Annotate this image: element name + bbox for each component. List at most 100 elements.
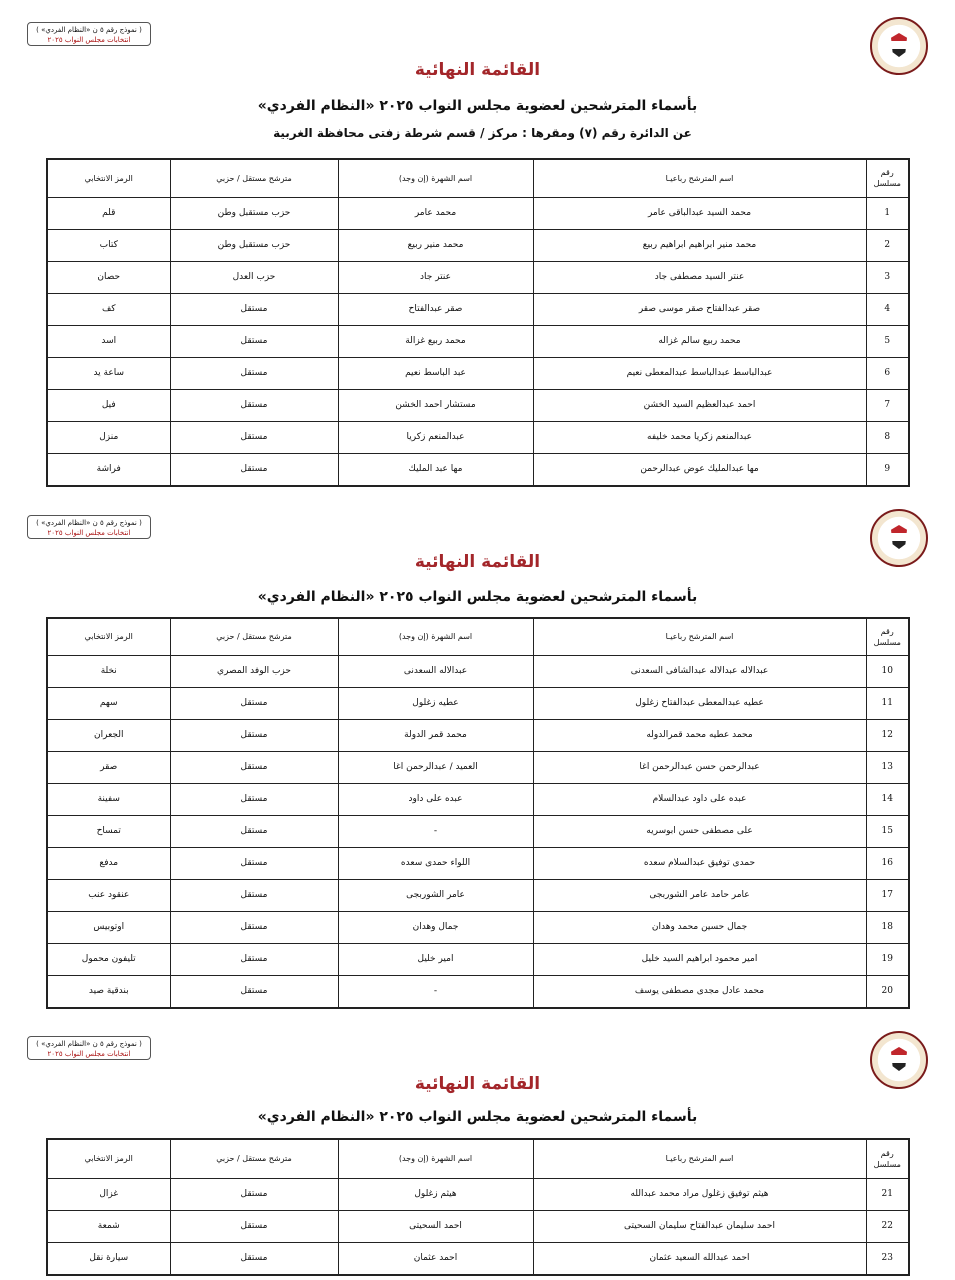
district-line: عن الدائرة رقم (٧) ومقرها : مركز / قسم ش… xyxy=(273,126,692,140)
table-row: 13 عبدالرحمن حسن عبدالرحمن اغا العميد / عب… xyxy=(46,750,910,784)
cell-num: 19 xyxy=(865,942,910,976)
cell-nickname: صقر عبدالفتاح xyxy=(337,292,534,326)
cell-nickname: محمد منير ربيع xyxy=(337,228,534,262)
table-row: 9 مها عبدالمليك عوض عبدالرحمن مها عبد المل… xyxy=(46,452,910,486)
cell-num: 5 xyxy=(865,324,910,358)
cell-num: 4 xyxy=(865,292,910,326)
column-header-name: اسم المترشح رباعيـا xyxy=(532,617,867,656)
cell-type: مستقل xyxy=(169,452,339,486)
cell-num: 11 xyxy=(865,686,910,720)
cell-num: 13 xyxy=(865,750,910,784)
cell-symbol: سيارة نقل xyxy=(46,1241,171,1275)
cell-type: مستقل xyxy=(169,324,339,358)
cell-symbol: مدفع xyxy=(46,846,171,880)
column-header-num: رقم مسلسل xyxy=(865,617,910,656)
column-header-nickname: اسم الشهرة (إن وجد) xyxy=(337,158,534,198)
cell-nickname: عبد الباسط نعيم xyxy=(337,356,534,390)
cell-type: مستقل xyxy=(169,974,339,1008)
column-header-num: رقم مسلسل xyxy=(865,1138,910,1179)
cell-nickname: جمال وهدان xyxy=(337,910,534,944)
stamp-line1: ( نموذج رقم ٥ ن «النظام الفردي» ) xyxy=(36,1040,142,1048)
column-header-name: اسم المترشح رباعيـا xyxy=(532,158,867,198)
cell-nickname: عبده على داود xyxy=(337,782,534,816)
cell-type: مستقل xyxy=(169,388,339,422)
table-row: 20 محمد عادل مجدى مصطفى يوسف - مستقل بندقية … xyxy=(46,974,910,1008)
table-row: 10 عبدالاله عبدالاله عبدالشافى السعدنى عبد… xyxy=(46,654,910,688)
cell-name: عطيه عبدالمعطى عبدالفتاح زغلول xyxy=(532,686,867,720)
table-row: 14 عبده على داود عبدالسلام عبده على داود مس… xyxy=(46,782,910,816)
cell-type: مستقل xyxy=(169,846,339,880)
cell-type: مستقل xyxy=(169,750,339,784)
cell-type: مستقل xyxy=(169,1177,339,1211)
cell-nickname: عبدالمنعم زكريا xyxy=(337,420,534,454)
cell-symbol: شمعة xyxy=(46,1209,171,1243)
page-subtitle: بأسماء المترشحين لعضوية مجلس النواب ٢٠٢٥… xyxy=(257,98,698,114)
cell-symbol: اوتوبيس xyxy=(46,910,171,944)
cell-type: حزب العدل xyxy=(169,260,339,294)
column-header-symbol: الرمز الانتخابي xyxy=(46,617,171,656)
cell-name: عبدالرحمن حسن عبدالرحمن اغا xyxy=(532,750,867,784)
cell-type: مستقل xyxy=(169,878,339,912)
cell-name: عبده على داود عبدالسلام xyxy=(532,782,867,816)
cell-symbol: فيل xyxy=(46,388,171,422)
cell-type: مستقل xyxy=(169,718,339,752)
stamp-line1: ( نموذج رقم ٥ ن «النظام الفردي» ) xyxy=(36,519,142,527)
table-row: 15 على مصطفى حسن ابوسريه - مستقل تمساح xyxy=(46,814,910,848)
column-header-type: مترشح مستقل / حزبي xyxy=(169,617,339,656)
table-row: 12 محمد عطيه محمد قمرالدوله محمد قمر الدول… xyxy=(46,718,910,752)
cell-symbol: كتاب xyxy=(46,228,171,262)
table-row: 7 احمد عبدالعظيم السيد الخشن مستشار احمد ا… xyxy=(46,388,910,422)
column-header-type: مترشح مستقل / حزبي xyxy=(169,1138,339,1179)
cell-nickname: عطيه زغلول xyxy=(337,686,534,720)
column-header-symbol: الرمز الانتخابي xyxy=(46,1138,171,1179)
candidates-table: رقم مسلسل اسم المترشح رباعيـا اسم الشهرة (… xyxy=(46,1138,910,1276)
cell-nickname: امير خليل xyxy=(337,942,534,976)
cell-type: مستقل xyxy=(169,814,339,848)
cell-name: محمد منير ابراهيم ابراهيم ربيع xyxy=(532,228,867,262)
cell-type: مستقل xyxy=(169,942,339,976)
cell-name: على مصطفى حسن ابوسريه xyxy=(532,814,867,848)
cell-name: عامر حامد عامر الشوربجى xyxy=(532,878,867,912)
page-subtitle: بأسماء المترشحين لعضوية مجلس النواب ٢٠٢٥… xyxy=(257,589,698,605)
table-row: 21 هيثم توفيق زغلول مراد محمد عبدالله هيثم… xyxy=(46,1177,910,1211)
table-row: 1 محمد السيد عبدالباقى عامر محمد عامر حزب م… xyxy=(46,196,910,230)
cell-name: احمد سليمان عبدالفتاح سليمان السحيتى xyxy=(532,1209,867,1243)
cell-nickname: محمد قمر الدولة xyxy=(337,718,534,752)
cell-num: 21 xyxy=(865,1177,910,1211)
cell-num: 20 xyxy=(865,974,910,1008)
stamp-line2: انتخابات مجلس النواب ٢٠٢٥ xyxy=(47,36,131,44)
table-header: رقم مسلسل اسم المترشح رباعيـا اسم الشهرة (… xyxy=(46,158,910,198)
cell-type: حزب الوفد المصري xyxy=(169,654,339,688)
cell-name: محمد عطيه محمد قمرالدوله xyxy=(532,718,867,752)
table-row: 6 عبدالباسط عبدالباسط عبدالمعطى نعيم عبد ا… xyxy=(46,356,910,390)
table-row: 17 عامر حامد عامر الشوربجى عامر الشوربجى مس… xyxy=(46,878,910,912)
cell-name: عبدالاله عبدالاله عبدالشافى السعدنى xyxy=(532,654,867,688)
stamp-line2: انتخابات مجلس النواب ٢٠٢٥ xyxy=(47,1050,131,1058)
table-row: 23 احمد عبدالله السعيد عثمان احمد عثمان مست… xyxy=(46,1241,910,1275)
table-row: 8 عبدالمنعم زكريا محمد خليفه عبدالمنعم زكر… xyxy=(46,420,910,454)
table-row: 16 حمدى توفيق عبدالسلام سعده اللواء حمدى س… xyxy=(46,846,910,880)
cell-num: 3 xyxy=(865,260,910,294)
cell-name: جمال حسين محمد وهدان xyxy=(532,910,867,944)
cell-name: احمد عبدالله السعيد عثمان xyxy=(532,1241,867,1275)
cell-symbol: سهم xyxy=(46,686,171,720)
cell-nickname: مستشار احمد الخشن xyxy=(337,388,534,422)
cell-symbol: ساعة يد xyxy=(46,356,171,390)
table-header: رقم مسلسل اسم المترشح رباعيـا اسم الشهرة (… xyxy=(46,1138,910,1179)
cell-symbol: حصان xyxy=(46,260,171,294)
cell-symbol: تمساح xyxy=(46,814,171,848)
table-row: 19 امير محمود ابراهيم السيد خليل امير خليل… xyxy=(46,942,910,976)
page-title: القائمة النهائية xyxy=(414,552,541,572)
cell-num: 10 xyxy=(865,654,910,688)
cell-symbol: تليفون محمول xyxy=(46,942,171,976)
cell-num: 2 xyxy=(865,228,910,262)
cell-nickname: - xyxy=(337,814,534,848)
stamp-line2: انتخابات مجلس النواب ٢٠٢٥ xyxy=(47,529,131,537)
cell-type: مستقل xyxy=(169,420,339,454)
cell-name: صقر عبدالفتاح صقر موسى صقر xyxy=(532,292,867,326)
cell-symbol: اسد xyxy=(46,324,171,358)
cell-nickname: مها عبد المليك xyxy=(337,452,534,486)
column-header-name: اسم المترشح رباعيـا xyxy=(532,1138,867,1179)
cell-num: 1 xyxy=(865,196,910,230)
cell-symbol: فراشة xyxy=(46,452,171,486)
